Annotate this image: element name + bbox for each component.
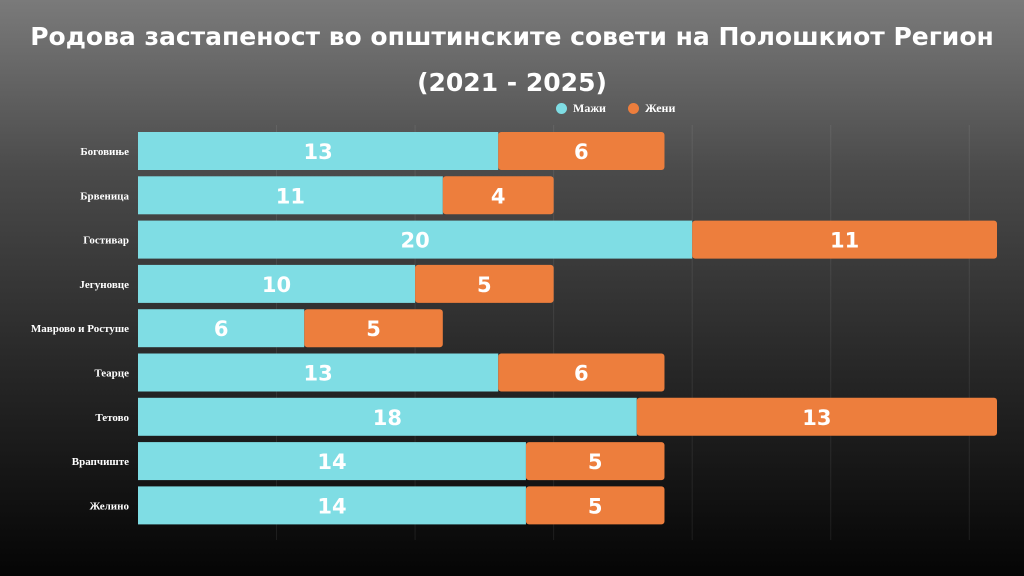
bar-men bbox=[138, 486, 526, 525]
bar-women bbox=[525, 442, 665, 481]
bar-men bbox=[138, 176, 443, 215]
bar-women bbox=[525, 486, 665, 525]
bar-women bbox=[498, 353, 665, 392]
data-label: 5 bbox=[477, 273, 492, 297]
data-label: 5 bbox=[588, 494, 603, 518]
category-label: Боговиње bbox=[80, 146, 129, 158]
bar-women bbox=[304, 309, 443, 348]
bar-women bbox=[442, 176, 554, 215]
legend-item-women: Жени bbox=[627, 101, 676, 116]
bar-women bbox=[498, 132, 665, 170]
bar-men bbox=[138, 264, 416, 303]
bar-men bbox=[138, 132, 499, 170]
data-label: 10 bbox=[262, 273, 291, 297]
legend-label: Мажи bbox=[573, 101, 606, 115]
data-label: 5 bbox=[588, 450, 603, 474]
data-label: 18 bbox=[373, 406, 402, 430]
data-label: 6 bbox=[574, 362, 589, 386]
bar-men bbox=[138, 353, 499, 392]
data-label: 13 bbox=[303, 140, 332, 164]
category-label: Врапчиште bbox=[72, 456, 129, 468]
bar-women bbox=[636, 397, 997, 436]
data-label: 5 bbox=[366, 317, 381, 341]
legend-swatch bbox=[556, 103, 567, 114]
category-label: Тетово bbox=[95, 412, 129, 424]
category-label: Желино bbox=[89, 500, 129, 512]
bar-women bbox=[692, 220, 997, 259]
data-label: 14 bbox=[317, 494, 346, 518]
data-label: 4 bbox=[491, 184, 506, 208]
subtitle: (2021 - 2025) bbox=[417, 68, 607, 97]
bar-women bbox=[415, 264, 554, 303]
bar-men bbox=[138, 220, 693, 259]
category-label: Брвеница bbox=[80, 190, 129, 202]
chart-title: Родова застапеност во општинските совети… bbox=[0, 14, 1024, 106]
legend: Мажи Жени bbox=[556, 101, 675, 116]
category-label: Јегуновце bbox=[79, 279, 129, 291]
data-label: 14 bbox=[317, 450, 346, 474]
data-label: 13 bbox=[802, 406, 831, 430]
category-label: Теарце bbox=[94, 368, 129, 380]
bar-men bbox=[138, 397, 637, 436]
legend-label: Жени bbox=[644, 101, 676, 115]
category-label: Маврово и Ростуше bbox=[31, 323, 129, 335]
legend-swatch bbox=[627, 103, 639, 114]
data-label: 11 bbox=[276, 184, 305, 208]
title-line: Родова застапеност во општинските совети… bbox=[30, 22, 994, 51]
legend-item-men: Мажи bbox=[556, 101, 606, 116]
data-label: 20 bbox=[400, 229, 429, 253]
bar-men bbox=[138, 309, 305, 348]
data-label: 11 bbox=[830, 229, 859, 253]
bar-men bbox=[138, 442, 526, 481]
data-label: 6 bbox=[214, 317, 229, 341]
category-label: Гостивар bbox=[83, 235, 129, 247]
data-label: 6 bbox=[574, 140, 589, 164]
data-label: 13 bbox=[303, 362, 332, 386]
